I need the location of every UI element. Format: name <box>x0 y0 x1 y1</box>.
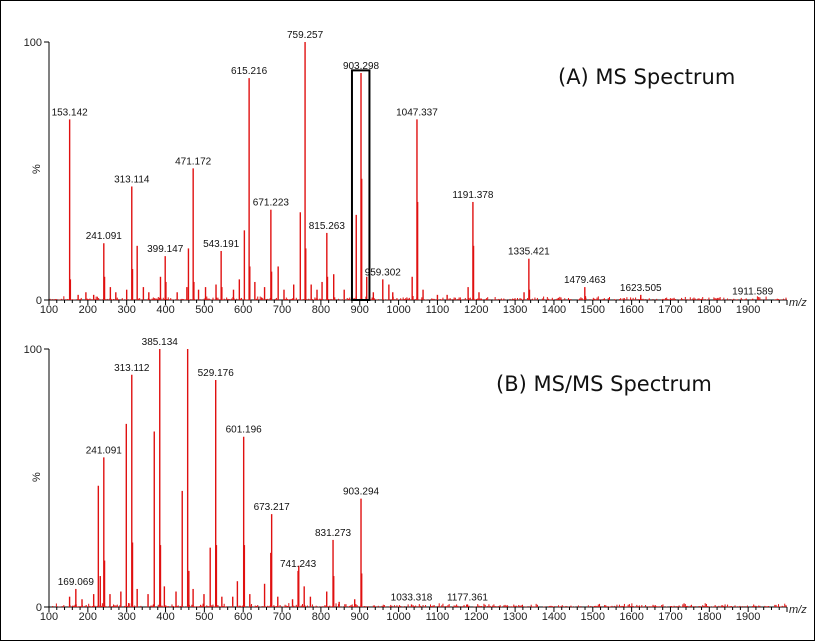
x-tick-label: 1500 <box>581 304 605 316</box>
x-tick-label: 1400 <box>542 611 566 623</box>
x-axis-unit: m/z <box>789 604 807 616</box>
x-tick-label: 1100 <box>426 611 450 623</box>
x-tick-label: 1600 <box>619 304 643 316</box>
peak-label: 1911.589 <box>732 287 773 298</box>
peak-label: 1623.505 <box>620 283 662 294</box>
peak-label: 529.176 <box>198 368 235 379</box>
peak-label: 1479.463 <box>564 275 606 286</box>
x-tick-label: 800 <box>312 611 330 623</box>
y-tick-label: 100 <box>24 37 42 49</box>
peak-label: 815.263 <box>309 221 346 232</box>
peak-label: 759.257 <box>287 30 324 41</box>
peak-label: 385.134 <box>142 337 179 348</box>
x-tick-label: 400 <box>156 611 174 623</box>
x-tick-label: 500 <box>195 304 213 316</box>
x-tick-label: 1700 <box>658 304 682 316</box>
x-tick-label: 1900 <box>736 611 760 623</box>
peak-label: 241.091 <box>86 445 123 456</box>
x-tick-label: 400 <box>156 304 174 316</box>
x-tick-label: 200 <box>79 611 97 623</box>
y-tick-label: 100 <box>24 344 42 356</box>
x-tick-label: 600 <box>234 304 252 316</box>
x-tick-label: 900 <box>351 611 369 623</box>
x-tick-label: 900 <box>351 304 369 316</box>
peak-label: 601.196 <box>226 425 263 436</box>
peak-label: 959.302 <box>365 267 402 278</box>
x-tick-label: 300 <box>118 304 136 316</box>
peak-label: 903.298 <box>343 61 380 72</box>
x-tick-label: 1200 <box>464 304 488 316</box>
x-tick-label: 1700 <box>658 611 682 623</box>
peak-label: 673.217 <box>254 502 291 513</box>
y-axis-label: % <box>31 164 43 174</box>
peak-label: 1177.361 <box>447 592 488 603</box>
x-tick-label: 1000 <box>386 304 410 316</box>
x-tick-label: 1800 <box>697 611 721 623</box>
x-tick-label: 700 <box>273 304 291 316</box>
peak-label: 1033.318 <box>391 592 433 603</box>
peak-label: 399.147 <box>147 244 184 255</box>
peak-label: 671.223 <box>253 198 290 209</box>
x-tick-label: 1800 <box>697 304 721 316</box>
x-tick-label: 600 <box>234 611 252 623</box>
x-tick-label: 1300 <box>503 304 527 316</box>
x-tick-label: 1100 <box>426 304 450 316</box>
x-tick-label: 500 <box>195 611 213 623</box>
msms-spectrum-title: (B) MS/MS Spectrum <box>496 372 712 396</box>
peak-label: 903.294 <box>343 487 380 498</box>
x-tick-label: 800 <box>312 304 330 316</box>
x-tick-label: 1900 <box>736 304 760 316</box>
x-tick-label: 1500 <box>581 611 605 623</box>
peak-label: 1191.378 <box>452 190 493 201</box>
x-tick-label: 200 <box>79 304 97 316</box>
y-tick-label: 0 <box>36 602 42 614</box>
peak-label: 1047.337 <box>396 107 438 118</box>
peak-label: 831.273 <box>315 528 352 539</box>
peak-label: 169.069 <box>58 577 95 588</box>
x-tick-label: 1000 <box>386 611 410 623</box>
peak-label: 1335.421 <box>508 247 550 258</box>
peak-label: 471.172 <box>175 156 212 167</box>
peak-label: 741.243 <box>280 559 317 570</box>
y-tick-label: 0 <box>36 295 42 307</box>
x-tick-label: 700 <box>273 611 291 623</box>
x-tick-label: 1400 <box>542 304 566 316</box>
peak-label: 153.142 <box>52 107 89 118</box>
peak-label: 313.112 <box>114 363 150 374</box>
x-tick-label: 1300 <box>503 611 527 623</box>
x-tick-label: 1200 <box>464 611 488 623</box>
peak-label: 615.216 <box>231 66 268 77</box>
peak-label: 241.091 <box>86 231 123 242</box>
highlight-box <box>350 69 371 301</box>
x-axis-unit: m/z <box>789 297 807 309</box>
y-axis-label: % <box>31 472 43 482</box>
peak-label: 543.191 <box>203 239 240 250</box>
x-tick-label: 300 <box>118 611 136 623</box>
peak-label: 313.114 <box>114 174 150 185</box>
x-tick-label: 100 <box>40 304 58 316</box>
ms-spectrum-title: (A) MS Spectrum <box>558 65 735 89</box>
x-tick-label: 1600 <box>619 611 643 623</box>
x-tick-label: 100 <box>40 611 58 623</box>
